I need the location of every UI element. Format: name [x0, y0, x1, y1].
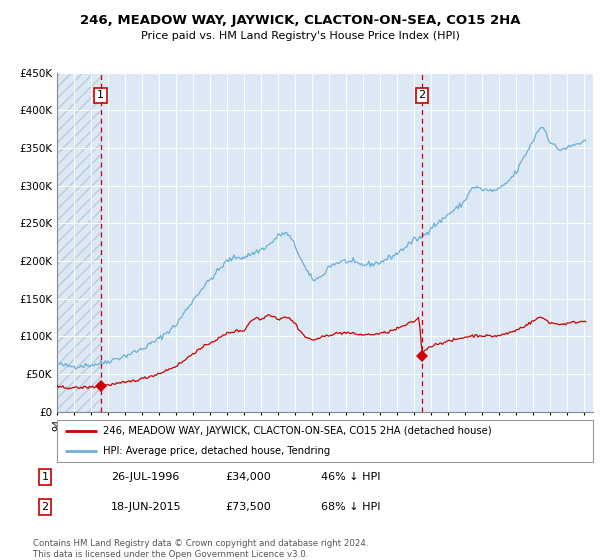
Text: £34,000: £34,000 — [225, 472, 271, 482]
Text: 2: 2 — [418, 90, 425, 100]
Text: 68% ↓ HPI: 68% ↓ HPI — [321, 502, 380, 512]
Text: 2: 2 — [41, 502, 49, 512]
Bar — [57, 73, 101, 412]
Text: 1: 1 — [41, 472, 49, 482]
Text: 246, MEADOW WAY, JAYWICK, CLACTON-ON-SEA, CO15 2HA: 246, MEADOW WAY, JAYWICK, CLACTON-ON-SEA… — [80, 14, 520, 27]
Text: Contains HM Land Registry data © Crown copyright and database right 2024.
This d: Contains HM Land Registry data © Crown c… — [33, 539, 368, 559]
Text: 26-JUL-1996: 26-JUL-1996 — [111, 472, 179, 482]
Bar — [57, 73, 101, 412]
Text: 46% ↓ HPI: 46% ↓ HPI — [321, 472, 380, 482]
Text: Price paid vs. HM Land Registry's House Price Index (HPI): Price paid vs. HM Land Registry's House … — [140, 31, 460, 41]
Text: 1: 1 — [97, 90, 104, 100]
Text: 18-JUN-2015: 18-JUN-2015 — [111, 502, 182, 512]
Text: £73,500: £73,500 — [225, 502, 271, 512]
Text: HPI: Average price, detached house, Tendring: HPI: Average price, detached house, Tend… — [103, 446, 330, 456]
Text: 246, MEADOW WAY, JAYWICK, CLACTON-ON-SEA, CO15 2HA (detached house): 246, MEADOW WAY, JAYWICK, CLACTON-ON-SEA… — [103, 426, 491, 436]
